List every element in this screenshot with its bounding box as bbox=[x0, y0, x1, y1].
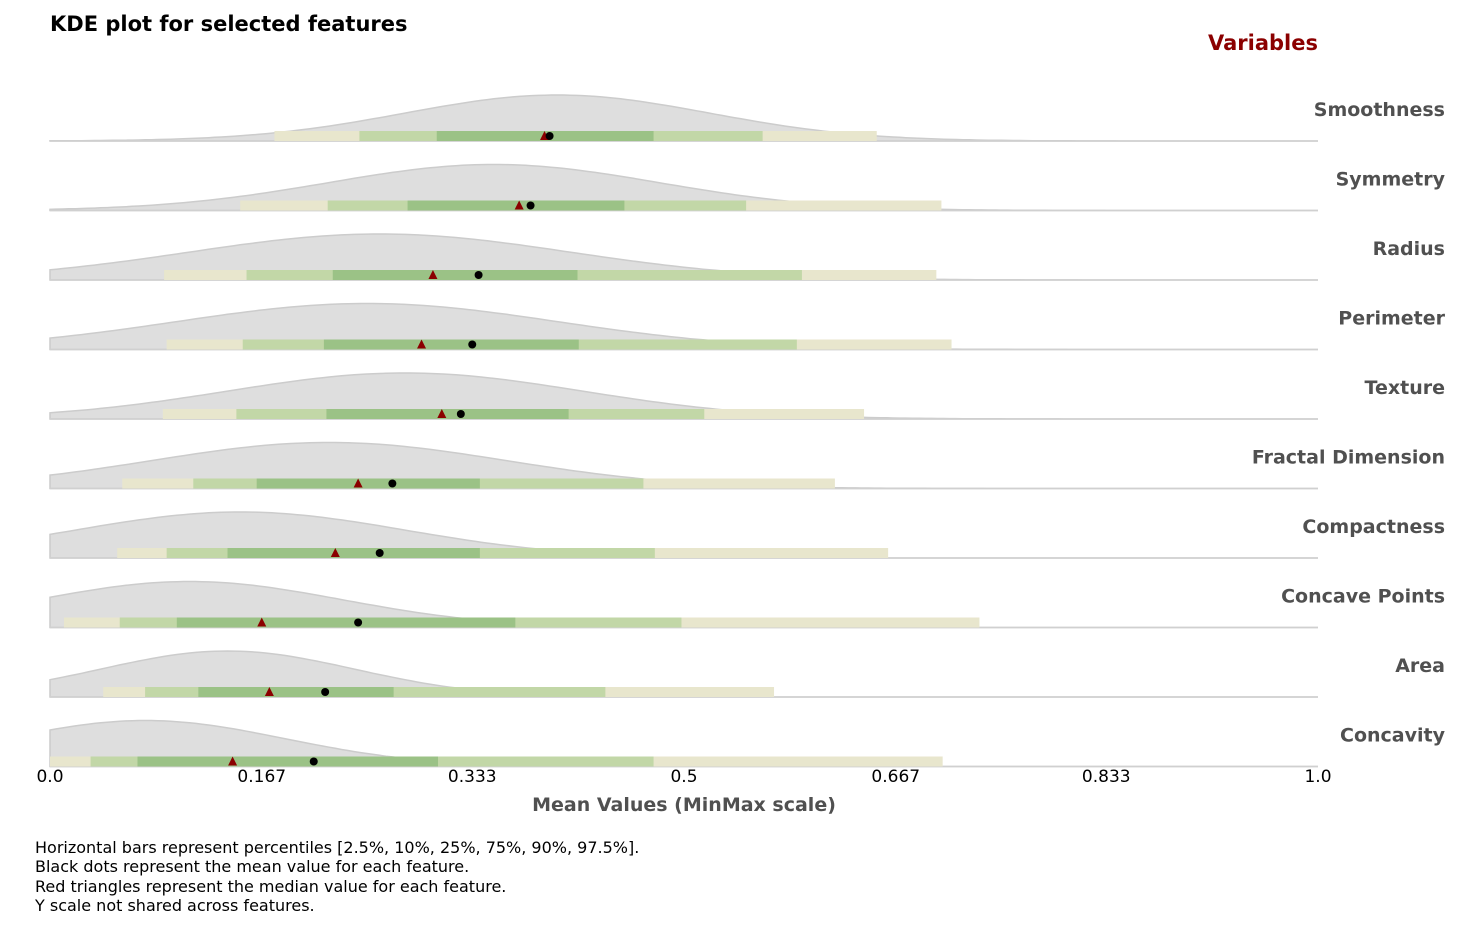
band-25-75-area bbox=[198, 687, 394, 697]
band-25-75-compactness bbox=[227, 548, 480, 558]
x-axis-label: Mean Values (MinMax scale) bbox=[532, 794, 836, 816]
feature-row-concavity: Concavity bbox=[49, 719, 1446, 768]
x-axis: 0.0 0.167 0.333 0.5 0.667 0.833 1.0 bbox=[36, 767, 1331, 787]
row-label-smoothness: Smoothness bbox=[1314, 99, 1445, 121]
note-mean: Black dots represent the mean value for … bbox=[35, 857, 470, 877]
feature-row-texture: Texture bbox=[49, 372, 1445, 420]
x-tick-label: 1.0 bbox=[1304, 767, 1331, 787]
row-label-concavity: Concavity bbox=[1340, 725, 1446, 747]
mean-marker-area bbox=[321, 688, 330, 696]
feature-row-area: Area bbox=[49, 650, 1445, 698]
x-tick-label: 0.167 bbox=[237, 767, 286, 787]
mean-marker-fractal-dimension bbox=[388, 479, 397, 488]
median-marker-fractal-dimension bbox=[353, 478, 363, 488]
feature-row-fractal-dimension: Fractal Dimension bbox=[49, 441, 1445, 490]
x-tick-label: 0.333 bbox=[448, 767, 497, 787]
median-marker-concavity bbox=[228, 756, 238, 766]
mean-marker-texture bbox=[456, 410, 465, 418]
feature-rows: Smoothness Symmetry Radius Perimeter Texture… bbox=[49, 94, 1446, 768]
chart-notes: Horizontal bars represent percentiles [2… bbox=[35, 838, 639, 915]
note-yscale: Y scale not shared across features. bbox=[35, 895, 315, 915]
row-label-symmetry: Symmetry bbox=[1336, 169, 1446, 191]
band-25-75-concave-points bbox=[176, 617, 516, 628]
note-median: Red triangles represent the median value… bbox=[35, 876, 507, 896]
median-marker-compactness bbox=[330, 548, 340, 557]
mean-marker-concavity bbox=[309, 757, 318, 766]
row-label-fractal-dimension: Fractal Dimension bbox=[1252, 447, 1445, 469]
row-label-area: Area bbox=[1395, 655, 1445, 677]
feature-row-perimeter: Perimeter bbox=[49, 302, 1446, 351]
mean-marker-radius bbox=[474, 271, 483, 279]
row-label-texture: Texture bbox=[1365, 377, 1445, 399]
x-tick-label: 0.833 bbox=[1082, 767, 1131, 787]
feature-row-concave-points: Concave Points bbox=[49, 580, 1445, 629]
band-25-75-texture bbox=[326, 409, 569, 419]
band-25-75-perimeter bbox=[323, 339, 579, 350]
feature-row-smoothness: Smoothness bbox=[49, 94, 1445, 142]
row-label-compactness: Compactness bbox=[1302, 516, 1445, 538]
median-marker-area bbox=[264, 687, 274, 696]
legend-heading: Variables bbox=[1208, 31, 1318, 55]
mean-marker-smoothness bbox=[545, 132, 554, 140]
band-25-75-radius bbox=[332, 270, 578, 280]
median-marker-symmetry bbox=[514, 200, 524, 210]
x-tick-label: 0.5 bbox=[670, 767, 697, 787]
mean-marker-concave-points bbox=[354, 618, 363, 627]
median-marker-texture bbox=[437, 409, 447, 418]
mean-marker-symmetry bbox=[526, 201, 535, 210]
feature-row-symmetry: Symmetry bbox=[49, 163, 1446, 212]
row-label-concave-points: Concave Points bbox=[1281, 586, 1445, 608]
band-25-75-symmetry bbox=[407, 200, 625, 211]
median-marker-concave-points bbox=[257, 617, 267, 627]
note-percentiles: Horizontal bars represent percentiles [2… bbox=[35, 838, 640, 857]
mean-marker-compactness bbox=[375, 549, 384, 557]
chart-title: KDE plot for selected features bbox=[50, 12, 408, 36]
band-25-75-fractal-dimension bbox=[256, 478, 480, 489]
x-tick-label: 0.667 bbox=[871, 767, 920, 787]
feature-row-compactness: Compactness bbox=[49, 511, 1445, 559]
x-tick-label: 0.0 bbox=[36, 767, 63, 787]
row-label-perimeter: Perimeter bbox=[1338, 308, 1445, 330]
median-marker-radius bbox=[428, 270, 438, 279]
mean-marker-perimeter bbox=[468, 340, 477, 349]
median-marker-perimeter bbox=[417, 339, 427, 349]
band-25-75-concavity bbox=[137, 756, 439, 767]
feature-row-radius: Radius bbox=[49, 233, 1445, 281]
row-label-radius: Radius bbox=[1373, 238, 1445, 260]
